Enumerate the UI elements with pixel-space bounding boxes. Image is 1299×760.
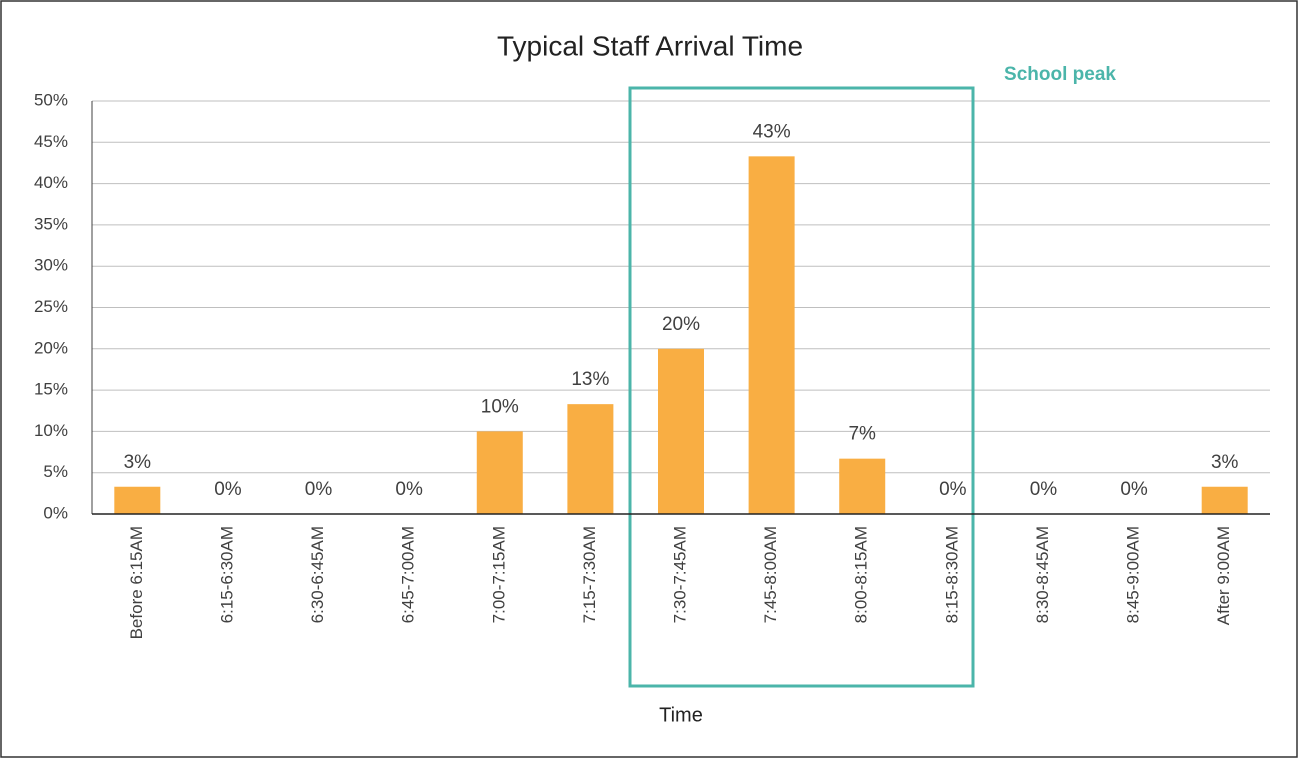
- bar: [114, 486, 161, 514]
- y-tick-label: 45%: [34, 132, 68, 151]
- bar: [748, 156, 795, 515]
- bar: [839, 458, 886, 514]
- x-tick-label: 8:15-8:30AM: [942, 526, 961, 623]
- data-label: 0%: [939, 479, 967, 500]
- data-label: 3%: [124, 452, 152, 473]
- highlight-box: [628, 86, 975, 688]
- bar: [476, 431, 523, 514]
- x-tick-label: 7:45-8:00AM: [761, 526, 780, 623]
- x-tick-label: 8:45-9:00AM: [1124, 526, 1143, 623]
- x-tick-label: 7:00-7:15AM: [489, 526, 508, 623]
- x-tick-label: 8:00-8:15AM: [852, 526, 871, 623]
- x-axis-title: Time: [659, 704, 703, 726]
- x-tick-label: 6:45-7:00AM: [399, 526, 418, 623]
- bar: [1201, 486, 1248, 514]
- data-label: 13%: [571, 369, 609, 390]
- data-label: 0%: [395, 479, 423, 500]
- data-label: 20%: [662, 314, 700, 335]
- y-tick-label: 20%: [34, 338, 68, 357]
- bar: [567, 404, 614, 514]
- y-tick-label: 5%: [43, 462, 68, 481]
- data-label: 0%: [305, 479, 333, 500]
- y-tick-label: 10%: [34, 421, 68, 440]
- bar: [658, 348, 704, 514]
- x-tick-label: 8:30-8:45AM: [1033, 526, 1052, 623]
- y-tick-label: 25%: [34, 297, 68, 316]
- y-tick-label: 0%: [43, 503, 68, 522]
- data-label: 0%: [214, 479, 242, 500]
- y-tick-label: 35%: [34, 214, 68, 233]
- y-tick-label: 15%: [34, 380, 68, 399]
- x-tick-label: 6:15-6:30AM: [217, 526, 236, 623]
- data-label: 43%: [753, 121, 791, 142]
- y-tick-label: 50%: [34, 90, 68, 109]
- x-tick-label: Before 6:15AM: [127, 526, 146, 639]
- x-tick-label: 7:30-7:45AM: [670, 526, 689, 623]
- x-tick-label: 7:15-7:30AM: [580, 526, 599, 623]
- chart-title: Typical Staff Arrival Time: [497, 30, 803, 61]
- data-label: 3%: [1211, 452, 1239, 473]
- y-tick-label: 40%: [34, 173, 68, 192]
- x-tick-label: 6:30-6:45AM: [308, 526, 327, 623]
- annotation: School peak: [1004, 64, 1116, 85]
- data-label: 10%: [481, 396, 519, 417]
- data-label: 0%: [1030, 479, 1058, 500]
- y-tick-label: 30%: [34, 256, 68, 275]
- data-label: 0%: [1120, 479, 1148, 500]
- data-label: 7%: [848, 424, 876, 445]
- x-tick-label: After 9:00AM: [1214, 526, 1233, 625]
